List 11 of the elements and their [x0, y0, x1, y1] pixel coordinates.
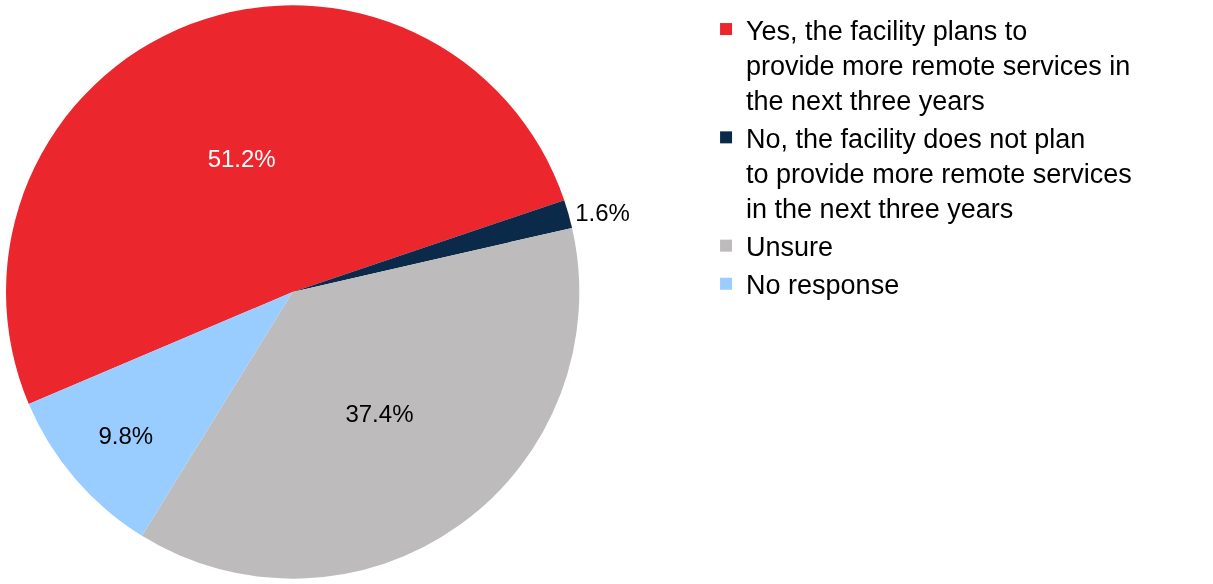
legend-label: No response [746, 270, 900, 301]
pie-slice [28, 292, 293, 536]
data-label: 1.6% [575, 199, 630, 227]
legend-label: Unsure [746, 232, 834, 263]
legend-label: Yes, the facility plans to provide more remote services in the next three years [746, 15, 1131, 116]
pie-slice [6, 5, 565, 405]
data-label: 9.8% [98, 421, 154, 449]
data-label: 37.4% [345, 399, 414, 427]
legend-label: No, the facility does not plan to provide more remote services in the next three years [746, 123, 1132, 225]
data-label: 51.2% [207, 144, 276, 172]
pie-slice [292, 200, 573, 292]
